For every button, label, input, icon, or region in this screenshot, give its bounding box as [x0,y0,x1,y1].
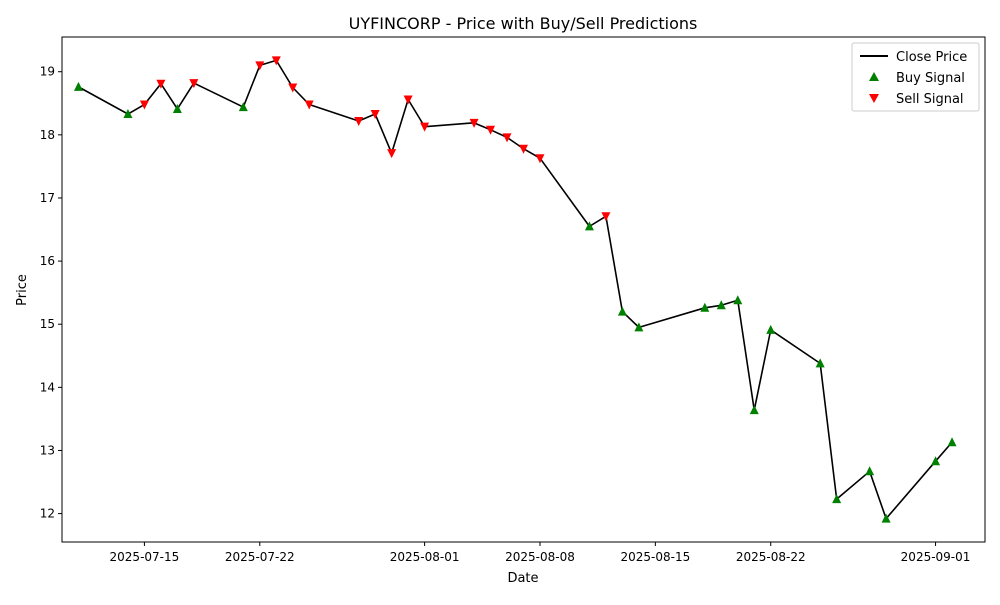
y-tick-label: 18 [40,128,55,142]
sell-signal-marker [486,125,496,135]
y-tick-label: 17 [40,191,55,205]
buy-signal-marker [881,513,891,523]
y-tick-label: 14 [40,380,55,394]
legend-sell-signal-label: Sell Signal [896,92,964,107]
y-tick-label: 16 [40,254,55,268]
x-tick-label: 2025-08-15 [620,550,690,564]
sell-signal-marker [189,79,199,89]
buy-signal-marker [73,81,83,91]
x-axis-label: Date [507,571,538,586]
sell-signal-marker [370,110,380,120]
sell-signal-marker [420,122,430,132]
legend-sell-signal-swatch [869,94,879,103]
x-tick-label: 2025-08-22 [736,550,806,564]
buy-signal-marker [947,437,957,447]
y-tick-label: 12 [40,507,55,521]
legend-close-price-label: Close Price [896,50,967,65]
sell-signal-marker [271,56,281,66]
buy-signal-marker [931,456,941,466]
legend-buy-signal-swatch [869,72,879,81]
buy-signal-marker [733,295,743,305]
y-axis-label: Price [15,274,30,306]
plot-frame [61,36,986,543]
sell-signal-marker [403,95,413,105]
buy-signal-marker [634,322,644,332]
x-tick-label: 2025-07-22 [225,550,295,564]
buy-signal-marker [766,324,776,334]
buy-signal-marker [172,103,182,113]
buy-signal-marker [832,494,842,504]
legend: Close Price Buy Signal Sell Signal [851,42,980,112]
x-tick-label: 2025-08-08 [505,550,575,564]
y-tick-label: 13 [40,443,55,457]
y-tick-label: 15 [40,317,55,331]
sell-signal-marker [601,212,611,222]
sell-signal-marker [469,118,479,128]
buy-signal-marker [238,102,248,112]
x-tick-label: 2025-08-01 [390,550,460,564]
buy-signal-marker [700,302,710,312]
sell-signal-marker [304,100,314,110]
sell-signal-marker [387,149,397,159]
chart-title: UYFINCORP - Price with Buy/Sell Predicti… [349,14,698,33]
sell-signal-marker [255,61,265,71]
sell-signal-marker [288,83,298,93]
buy-signal-marker [716,300,726,310]
buy-signal-marker [123,109,133,119]
y-tick-label: 19 [40,65,55,79]
legend-buy-signal-label: Buy Signal [896,71,965,86]
sell-signal-marker [354,116,364,126]
buy-signal-marker [865,466,875,476]
sell-signal-marker [535,154,545,164]
sell-signal-marker [502,133,512,143]
signal-marker-layer [73,56,957,523]
sell-signal-marker [156,79,166,89]
plot-area [61,36,986,543]
buy-signal-marker [617,306,627,316]
buy-signal-marker [815,358,825,368]
legend-box [851,42,980,112]
sell-signal-marker [139,100,149,110]
x-tick-label: 2025-07-15 [110,550,180,564]
x-axis: 2025-07-15 2025-07-22 2025-08-01 2025-08-08… [110,542,971,564]
buy-signal-marker [584,221,594,231]
close-price-line [78,59,953,520]
x-tick-label: 2025-09-01 [901,550,971,564]
price-line-layer [78,59,953,520]
sell-signal-marker [519,144,528,154]
buy-signal-marker [749,405,759,415]
y-axis: 12 13 14 15 16 17 18 19 [40,65,62,521]
